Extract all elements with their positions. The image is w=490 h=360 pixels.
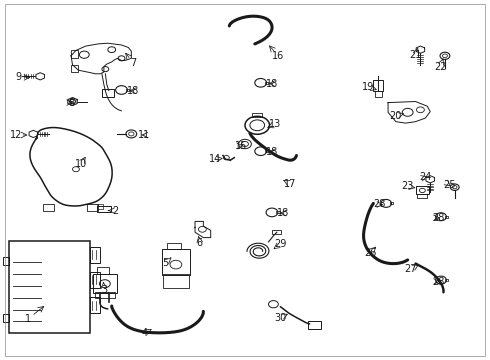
Bar (90, 272, 100, 288)
Bar (416, 186, 429, 194)
Text: 14: 14 (209, 154, 221, 164)
Bar (162, 249, 190, 275)
Bar (3, 257, 9, 265)
Text: 3: 3 (101, 285, 107, 295)
Bar (445, 216, 448, 218)
Text: 28: 28 (432, 213, 445, 223)
Bar (252, 113, 262, 117)
Text: 30: 30 (274, 312, 286, 323)
Bar (375, 91, 382, 97)
Text: 12: 12 (10, 130, 23, 140)
Bar (97, 204, 103, 209)
Text: 18: 18 (277, 208, 289, 218)
Text: 21: 21 (409, 50, 422, 60)
Text: 7: 7 (130, 58, 136, 68)
Bar (417, 194, 427, 198)
Text: 28: 28 (373, 199, 386, 210)
Text: 18: 18 (266, 78, 278, 89)
Bar (276, 211, 280, 213)
Bar (93, 274, 117, 293)
Bar (95, 292, 115, 298)
Bar (272, 230, 281, 234)
Text: 8: 8 (68, 98, 74, 108)
Bar (90, 297, 100, 313)
Bar (102, 89, 114, 97)
Text: 1: 1 (25, 314, 31, 324)
Text: 26: 26 (364, 248, 376, 258)
Text: 2: 2 (112, 206, 118, 216)
Text: 29: 29 (274, 239, 287, 249)
Text: 18: 18 (266, 147, 278, 157)
Bar (43, 204, 54, 211)
Bar (9, 241, 90, 333)
Bar (265, 150, 269, 152)
Bar (3, 314, 9, 322)
Bar (265, 82, 269, 84)
Text: 6: 6 (197, 238, 203, 248)
Text: 28: 28 (432, 276, 445, 287)
Bar (97, 206, 111, 212)
Text: 15: 15 (235, 141, 247, 151)
Bar (125, 89, 129, 91)
Text: 23: 23 (401, 181, 414, 192)
Bar (167, 243, 181, 249)
Bar (390, 202, 393, 204)
Bar (90, 247, 100, 263)
Text: 22: 22 (434, 62, 446, 72)
Text: 10: 10 (74, 159, 87, 169)
Bar (87, 204, 98, 211)
Text: 16: 16 (272, 51, 284, 61)
Bar (71, 50, 78, 58)
Text: 9: 9 (16, 72, 22, 82)
Bar (445, 279, 448, 281)
Bar (71, 65, 78, 72)
Bar (97, 267, 109, 274)
Text: 5: 5 (163, 258, 169, 268)
Bar (373, 80, 383, 91)
Text: 24: 24 (419, 172, 432, 182)
Text: 19: 19 (362, 82, 374, 92)
Text: 20: 20 (390, 111, 402, 121)
Text: 17: 17 (284, 179, 296, 189)
Text: 27: 27 (404, 264, 417, 274)
Text: 4: 4 (142, 328, 147, 338)
Text: 11: 11 (138, 130, 151, 140)
Text: 13: 13 (270, 119, 281, 129)
Bar (163, 274, 189, 288)
Text: 18: 18 (127, 86, 140, 96)
Text: 25: 25 (443, 180, 456, 190)
Bar (308, 321, 321, 329)
